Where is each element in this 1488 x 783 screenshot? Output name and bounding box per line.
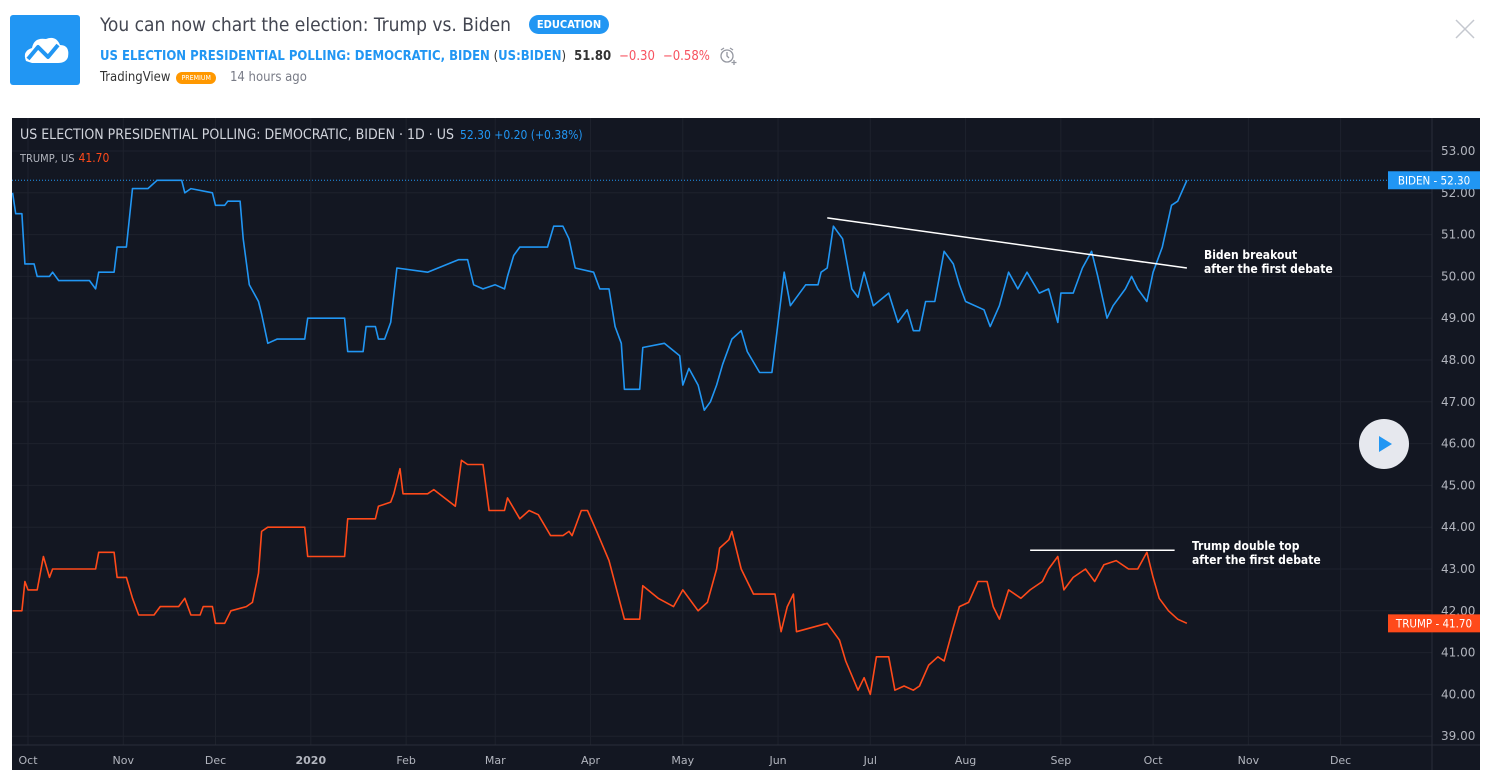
time-ago: 14 hours ago [229, 70, 307, 85]
compare-legend-value: 41.70 [78, 151, 110, 165]
symbol-change-pct: −0.58% [662, 48, 710, 64]
x-tick-label: Apr [581, 754, 601, 767]
x-tick-label: Feb [396, 754, 415, 767]
chart-svg[interactable]: 53.00 52.00 51.00 50.00 49.00 48.00 47.00 46.00… [12, 118, 1480, 770]
y-tick-label: 41.00 [1441, 646, 1475, 660]
price-tag-label: BIDEN - 52.30 [1398, 173, 1470, 187]
idea-title: You can now chart the election: Trump vs… [100, 14, 610, 36]
play-icon[interactable] [1359, 419, 1409, 469]
annotation-text: Trump double top after the first debate [1192, 539, 1321, 567]
x-tick-label: May [671, 754, 694, 767]
y-tick-label: 43.00 [1441, 562, 1475, 576]
symbol-name[interactable]: US ELECTION PRESIDENTIAL POLLING: DEMOCR… [100, 48, 490, 64]
annotation-trendline [827, 217, 1188, 269]
x-tick-label: Aug [955, 754, 976, 767]
y-tick-label: 53.00 [1441, 144, 1475, 158]
y-tick-label: 45.00 [1441, 478, 1475, 492]
y-tick-label: 48.00 [1441, 353, 1475, 367]
close-icon[interactable] [1454, 18, 1476, 40]
x-tick-label: Oct [1144, 754, 1164, 767]
y-tick-label: 52.00 [1441, 186, 1475, 200]
symbol-row: US ELECTION PRESIDENTIAL POLLING: DEMOCR… [100, 46, 738, 66]
price-tag-trump [1388, 614, 1480, 633]
x-tick-label: Dec [1330, 754, 1351, 767]
y-tick-label: 49.00 [1441, 311, 1475, 325]
y-tick-label: 51.00 [1441, 228, 1475, 242]
author-link[interactable]: TradingView [100, 70, 171, 85]
compare-legend-title: TRUMP, US [20, 152, 75, 165]
price-tag-biden [1388, 171, 1480, 190]
main-legend-values: 52.30 +0.20 (+0.38%) [459, 128, 583, 142]
title-text: You can now chart the election: Trump vs… [100, 14, 511, 36]
x-tick-label: Oct [18, 754, 38, 767]
annotation-text: Biden breakout after the first debate [1204, 248, 1333, 276]
symbol-link[interactable]: US ELECTION PRESIDENTIAL POLLING: DEMOCR… [100, 48, 567, 64]
y-tick-label: 44.00 [1441, 520, 1475, 534]
x-tick-label: 2020 [295, 754, 326, 767]
x-tick-label: Dec [205, 754, 226, 767]
y-tick-label: 50.00 [1441, 269, 1475, 283]
education-badge[interactable]: EDUCATION [528, 15, 610, 34]
series-line-trump [12, 459, 1188, 696]
tradingview-logo-icon [10, 15, 80, 85]
y-tick-label: 46.00 [1441, 437, 1475, 451]
main-legend-title: US ELECTION PRESIDENTIAL POLLING: DEMOCR… [20, 127, 454, 143]
x-tick-label: Jul [863, 754, 877, 767]
premium-badge: PREMIUM [176, 71, 216, 84]
compare-legend: TRUMP, US 41.70 [20, 151, 109, 165]
x-tick-label: Mar [485, 754, 506, 767]
y-tick-label: 39.00 [1441, 729, 1475, 743]
symbol-change: −0.30 [619, 48, 655, 64]
author-row: TradingView PREMIUM 14 hours ago [100, 70, 307, 85]
y-tick-label: 42.00 [1441, 604, 1475, 618]
symbol-ticker[interactable]: US:BIDEN [498, 48, 562, 64]
series-line-biden [12, 179, 1188, 411]
symbol-price: 51.80 [574, 48, 612, 64]
alarm-clock-add-icon[interactable] [718, 46, 738, 66]
x-tick-label: Nov [1238, 754, 1260, 767]
main-legend: US ELECTION PRESIDENTIAL POLLING: DEMOCR… [20, 127, 583, 143]
y-tick-label: 40.00 [1441, 687, 1475, 701]
x-tick-label: Jun [768, 754, 786, 767]
x-tick-label: Nov [113, 754, 135, 767]
price-tag-label: TRUMP - 41.70 [1395, 616, 1472, 630]
chart-panel[interactable]: 53.00 52.00 51.00 50.00 49.00 48.00 47.00 46.00… [12, 118, 1480, 770]
y-tick-label: 47.00 [1441, 395, 1475, 409]
x-tick-label: Sep [1050, 754, 1071, 767]
